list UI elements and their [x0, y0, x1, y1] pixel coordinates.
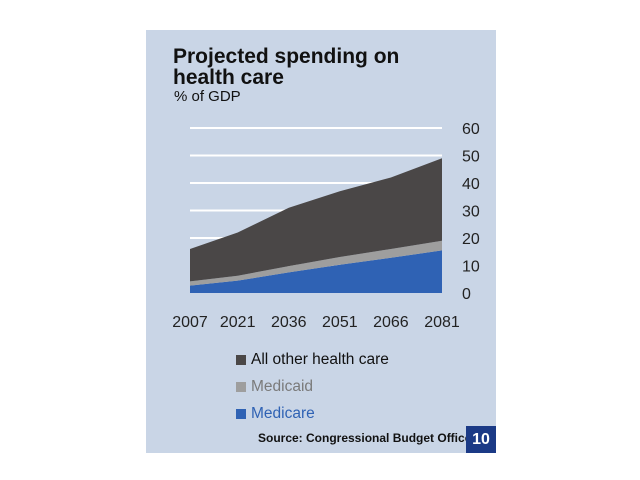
legend-item-all-other-health-care: All other health care — [236, 346, 389, 373]
x-tick-label: 2066 — [373, 314, 409, 331]
y-tick-label: 10 — [462, 259, 480, 276]
y-tick-label: 60 — [462, 121, 480, 138]
x-tick-label: 2036 — [271, 314, 307, 331]
legend-swatch — [236, 354, 246, 365]
y-tick-label: 40 — [462, 176, 480, 193]
x-tick-label: 2007 — [172, 314, 208, 331]
legend-swatch — [236, 381, 246, 392]
y-axis-tick-labels: 60 50 40 30 20 10 0 — [462, 121, 480, 303]
legend-item-medicaid: Medicaid — [236, 373, 389, 400]
y-tick-label: 20 — [462, 231, 480, 248]
x-tick-label: 2021 — [220, 314, 256, 331]
legend-label: Medicaid — [251, 377, 314, 395]
legend-swatch — [236, 408, 246, 419]
legend-item-medicare: Medicare — [236, 400, 389, 427]
y-tick-label: 50 — [462, 149, 480, 166]
y-tick-label: 30 — [462, 204, 480, 221]
y-tick-label: 0 — [462, 286, 471, 303]
legend-label: All other health care — [251, 350, 389, 368]
x-axis-tick-labels: 2007 2021 2036 2051 2066 2081 — [172, 314, 460, 331]
area-series — [190, 158, 442, 293]
area-chart: 60 50 40 30 20 10 0 2007 2021 2036 2051 2066 2081 — [172, 121, 480, 331]
source-note: Source: Congressional Budget Office — [258, 431, 472, 445]
chart-title: Projected spending on health care — [173, 45, 400, 89]
page-number-badge: 10 — [466, 426, 496, 453]
area-medicare — [190, 250, 442, 293]
slide-panel: Projected spending on health care % of G… — [146, 30, 496, 453]
x-tick-label: 2051 — [322, 314, 358, 331]
chart-legend: All other health care Medicaid Medicare — [236, 346, 389, 427]
x-tick-label: 2081 — [424, 314, 460, 331]
area-all-other-health-care — [190, 158, 442, 282]
chart-subtitle: % of GDP — [174, 88, 241, 105]
legend-label: Medicare — [251, 404, 315, 422]
area-medicaid — [190, 240, 442, 286]
